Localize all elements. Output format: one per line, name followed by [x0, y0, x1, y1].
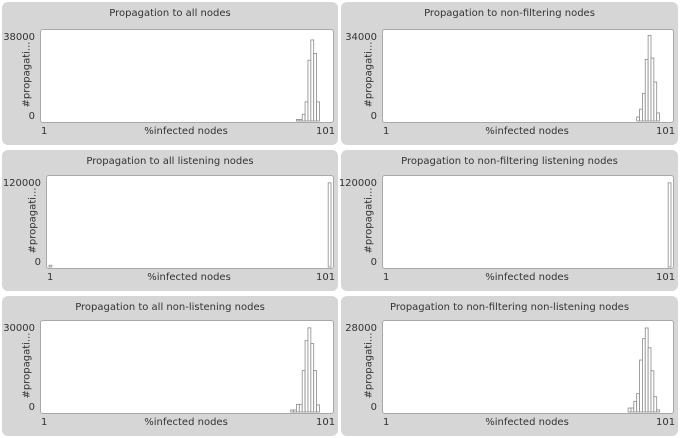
y-tick-max: 28000 — [345, 323, 377, 334]
plot-title: Propagation to all nodes — [109, 8, 231, 19]
histogram-bar — [647, 347, 652, 413]
histogram-bar — [644, 58, 649, 122]
plot-title: Propagation to non-filtering non-listeni… — [389, 302, 630, 313]
histogram-bar — [636, 393, 640, 413]
plot-panel: Propagation to all nodes 38000 0 #propagati… — [2, 2, 338, 145]
x-tick-min: 1 — [41, 417, 48, 428]
x-tick-min: 1 — [383, 126, 390, 137]
histogram-bar — [301, 113, 306, 122]
y-tick-max: 30000 — [3, 323, 35, 334]
x-tick-max: 101 — [656, 272, 676, 283]
histogram-bar — [656, 112, 660, 122]
histogram-bar — [653, 81, 658, 122]
plot-area — [40, 320, 334, 414]
histogram-bar — [313, 370, 318, 413]
y-axis-label: #propagati... — [363, 332, 375, 399]
x-tick-max: 101 — [316, 272, 336, 283]
histogram-bar — [653, 396, 658, 413]
histogram-bar — [304, 340, 309, 413]
histogram-bar — [301, 370, 306, 413]
histogram-bar — [307, 327, 312, 413]
plot-panel: Propagation to non-filtering non-listeni… — [341, 296, 678, 436]
x-axis-label: %infected nodes — [144, 417, 228, 428]
plot-title: Propagation to non-filtering listening n… — [401, 156, 618, 167]
histogram-bar — [656, 409, 660, 413]
plot-panel: Propagation to non-filtering listening n… — [339, 150, 678, 291]
x-tick-min: 1 — [383, 417, 390, 428]
plot-area — [40, 29, 334, 123]
y-tick-max: 120000 — [338, 178, 377, 189]
histogram-bar — [290, 409, 294, 413]
x-tick-max: 101 — [316, 417, 336, 428]
y-tick-min: 0 — [28, 402, 35, 413]
x-axis-label: %infected nodes — [485, 417, 569, 428]
histogram-bar — [647, 35, 652, 122]
plot-area — [382, 175, 674, 269]
y-tick-min: 0 — [370, 257, 377, 268]
x-axis-label: %infected nodes — [144, 126, 228, 137]
x-tick-min: 1 — [47, 272, 54, 283]
y-axis-label: #propagati... — [363, 187, 375, 254]
histogram-bar — [639, 108, 643, 122]
histogram-bar — [316, 404, 320, 413]
histogram-bar — [650, 370, 655, 413]
x-tick-min: 1 — [41, 126, 48, 137]
histogram-bar — [633, 400, 638, 413]
y-tick-max: 34000 — [345, 32, 377, 43]
x-tick-max: 101 — [316, 126, 336, 137]
plot-title: Propagation to all listening nodes — [86, 156, 254, 167]
histogram-bar — [667, 182, 672, 268]
x-axis-label: %infected nodes — [485, 272, 569, 283]
x-axis-label: %infected nodes — [147, 272, 231, 283]
plot-panel: Propagation to all listening nodes 120000… — [2, 150, 338, 291]
histogram-bar — [293, 409, 297, 413]
histogram-bar — [627, 407, 632, 413]
histogram-bar — [630, 407, 635, 413]
plot-area — [382, 320, 674, 414]
histogram-bar — [310, 343, 315, 413]
plot-area — [382, 29, 674, 123]
plot-title: Propagation to non-filtering nodes — [424, 8, 595, 19]
y-tick-min: 0 — [370, 402, 377, 413]
histogram-bar — [307, 59, 312, 122]
histogram-bar — [298, 119, 303, 122]
y-tick-min: 0 — [370, 111, 377, 122]
histogram-bar — [298, 403, 303, 413]
plot-area — [46, 175, 334, 269]
x-tick-max: 101 — [656, 126, 676, 137]
histogram-bar — [310, 39, 315, 122]
histogram-bar — [639, 359, 643, 413]
y-tick-max: 120000 — [2, 178, 41, 189]
histogram-bar — [641, 92, 646, 122]
histogram-bar — [304, 101, 309, 122]
y-axis-label: #propagati... — [21, 332, 33, 399]
x-tick-max: 101 — [656, 417, 676, 428]
histogram-bar — [313, 53, 318, 122]
histogram-bar — [636, 116, 640, 122]
y-tick-min: 0 — [34, 257, 41, 268]
histogram-bar — [296, 119, 300, 122]
x-tick-min: 1 — [383, 272, 390, 283]
y-axis-label: #propagati... — [21, 41, 33, 108]
plot-panel: Propagation to all non-listening nodes 30… — [2, 296, 338, 436]
histogram-bar — [641, 338, 646, 413]
histogram-bar — [327, 182, 332, 268]
y-tick-max: 38000 — [3, 32, 35, 43]
histogram-bar — [650, 57, 655, 122]
y-axis-label: #propagati... — [27, 187, 39, 254]
x-axis-label: %infected nodes — [485, 126, 569, 137]
histogram-bar — [316, 101, 320, 122]
histogram-bar — [48, 264, 53, 268]
plot-panel: Propagation to non-filtering nodes 34000 0… — [341, 2, 678, 145]
y-tick-min: 0 — [28, 111, 35, 122]
histogram-bar — [644, 327, 649, 413]
plot-title: Propagation to all non-listening nodes — [75, 302, 265, 313]
histogram-bar — [296, 403, 300, 413]
y-axis-label: #propagati... — [363, 41, 375, 108]
